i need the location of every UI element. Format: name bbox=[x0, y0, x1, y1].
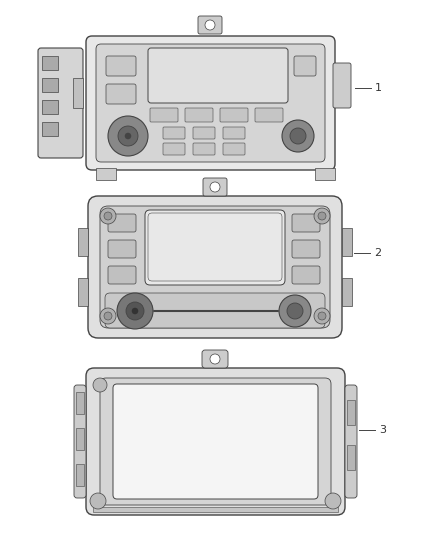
FancyBboxPatch shape bbox=[163, 127, 185, 139]
Bar bbox=[342, 278, 352, 306]
Circle shape bbox=[314, 208, 330, 224]
Bar bbox=[347, 400, 355, 425]
Text: 3: 3 bbox=[379, 425, 386, 435]
Text: 2: 2 bbox=[374, 248, 381, 258]
FancyBboxPatch shape bbox=[163, 143, 185, 155]
Circle shape bbox=[325, 493, 341, 509]
FancyBboxPatch shape bbox=[106, 84, 136, 104]
Bar bbox=[76, 428, 84, 450]
FancyBboxPatch shape bbox=[106, 56, 136, 76]
Circle shape bbox=[314, 308, 330, 324]
Bar bbox=[347, 445, 355, 470]
FancyBboxPatch shape bbox=[38, 48, 83, 158]
FancyBboxPatch shape bbox=[193, 127, 215, 139]
Bar bbox=[42, 100, 58, 114]
FancyBboxPatch shape bbox=[108, 214, 136, 232]
Circle shape bbox=[104, 312, 112, 320]
FancyBboxPatch shape bbox=[100, 378, 331, 505]
Bar bbox=[78, 278, 88, 306]
Bar bbox=[342, 228, 352, 256]
FancyBboxPatch shape bbox=[108, 266, 136, 284]
Circle shape bbox=[118, 126, 138, 146]
Circle shape bbox=[210, 182, 220, 192]
FancyBboxPatch shape bbox=[113, 384, 318, 499]
Circle shape bbox=[100, 308, 116, 324]
FancyBboxPatch shape bbox=[185, 108, 213, 122]
Text: 1: 1 bbox=[375, 83, 382, 93]
Bar bbox=[42, 78, 58, 92]
FancyBboxPatch shape bbox=[150, 108, 178, 122]
FancyBboxPatch shape bbox=[96, 44, 325, 162]
FancyBboxPatch shape bbox=[202, 350, 228, 368]
Circle shape bbox=[282, 120, 314, 152]
FancyBboxPatch shape bbox=[223, 143, 245, 155]
Circle shape bbox=[290, 128, 306, 144]
FancyBboxPatch shape bbox=[74, 385, 86, 498]
Bar bbox=[76, 464, 84, 486]
Circle shape bbox=[93, 378, 107, 392]
FancyBboxPatch shape bbox=[193, 143, 215, 155]
FancyBboxPatch shape bbox=[220, 108, 248, 122]
FancyBboxPatch shape bbox=[345, 385, 357, 498]
Bar bbox=[42, 122, 58, 136]
Circle shape bbox=[132, 308, 138, 314]
Circle shape bbox=[108, 116, 148, 156]
FancyBboxPatch shape bbox=[86, 368, 345, 515]
Circle shape bbox=[90, 493, 106, 509]
FancyBboxPatch shape bbox=[88, 196, 342, 338]
FancyBboxPatch shape bbox=[148, 213, 282, 281]
FancyBboxPatch shape bbox=[292, 240, 320, 258]
FancyBboxPatch shape bbox=[148, 48, 288, 103]
Circle shape bbox=[104, 212, 112, 220]
FancyBboxPatch shape bbox=[198, 16, 222, 34]
Circle shape bbox=[205, 20, 215, 30]
Bar bbox=[78, 228, 88, 256]
Circle shape bbox=[318, 212, 326, 220]
FancyBboxPatch shape bbox=[145, 210, 285, 285]
FancyBboxPatch shape bbox=[292, 214, 320, 232]
Bar bbox=[93, 507, 338, 512]
FancyBboxPatch shape bbox=[100, 206, 330, 328]
Circle shape bbox=[126, 302, 144, 320]
Circle shape bbox=[210, 354, 220, 364]
FancyBboxPatch shape bbox=[294, 56, 316, 76]
Circle shape bbox=[318, 312, 326, 320]
Circle shape bbox=[287, 303, 303, 319]
Circle shape bbox=[125, 133, 131, 139]
Bar bbox=[315, 168, 335, 180]
FancyBboxPatch shape bbox=[105, 293, 325, 328]
Circle shape bbox=[117, 293, 153, 329]
FancyBboxPatch shape bbox=[255, 108, 283, 122]
FancyBboxPatch shape bbox=[292, 266, 320, 284]
FancyBboxPatch shape bbox=[86, 36, 335, 170]
FancyBboxPatch shape bbox=[223, 127, 245, 139]
FancyBboxPatch shape bbox=[333, 63, 351, 108]
Circle shape bbox=[100, 208, 116, 224]
Bar bbox=[42, 56, 58, 70]
FancyBboxPatch shape bbox=[203, 178, 227, 196]
FancyBboxPatch shape bbox=[108, 240, 136, 258]
Bar bbox=[96, 168, 116, 180]
Bar bbox=[73, 78, 83, 108]
Bar bbox=[76, 392, 84, 414]
Circle shape bbox=[279, 295, 311, 327]
